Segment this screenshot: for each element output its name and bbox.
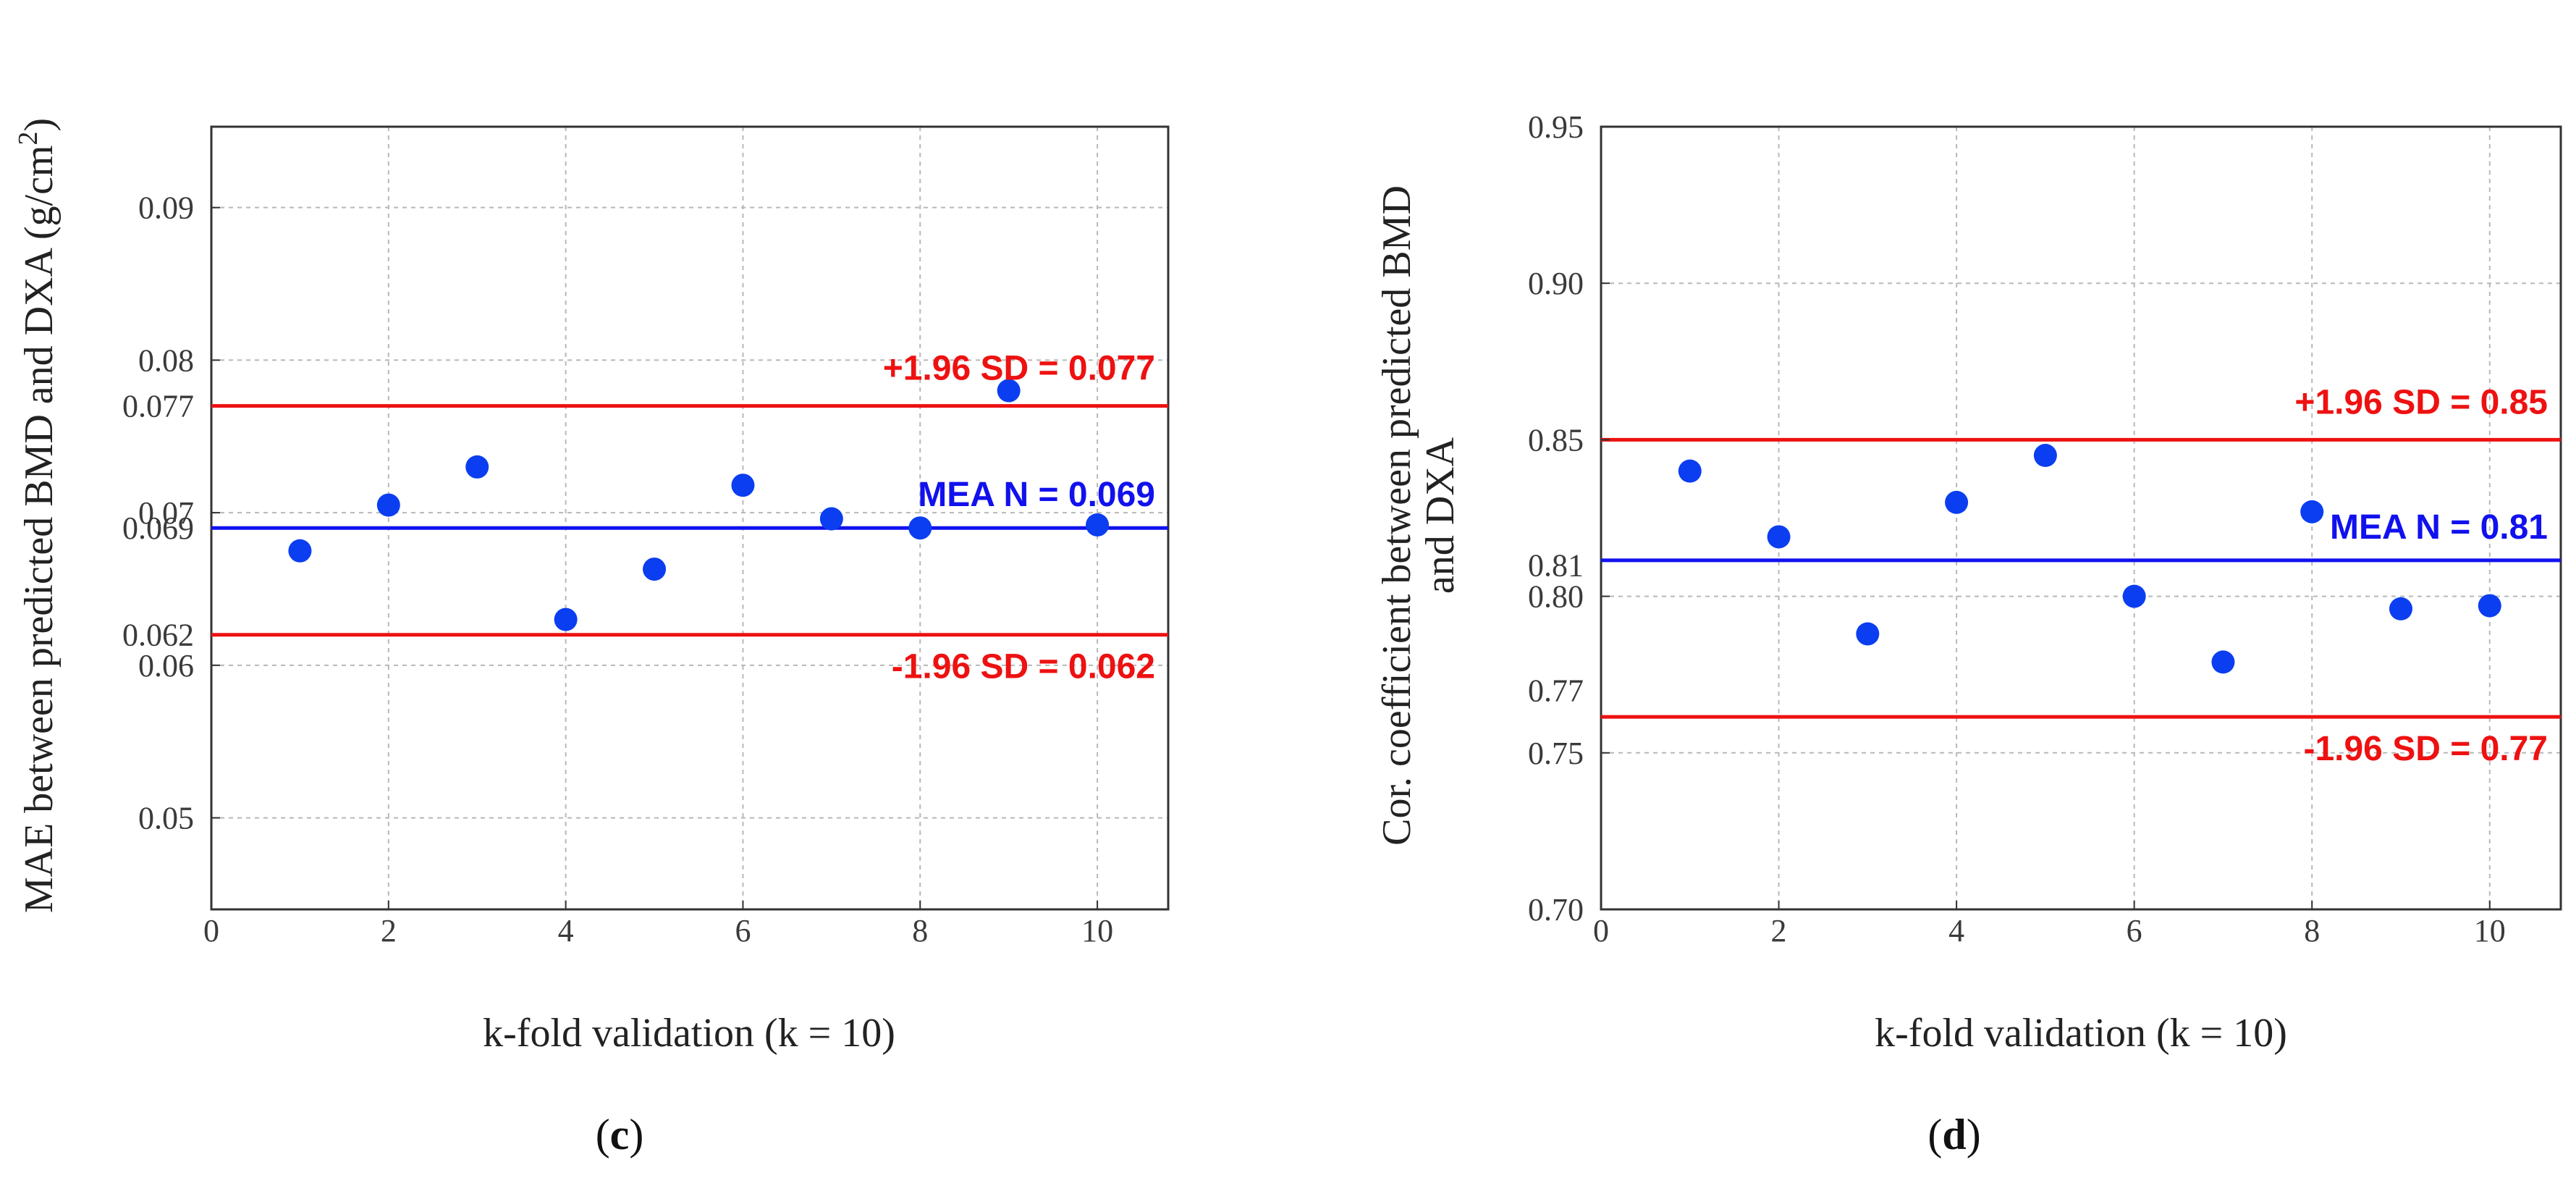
- data-point: [1856, 622, 1880, 646]
- chart-d-y-axis-label-line1: Cor. coefficient between predicted BMD: [1374, 185, 1419, 846]
- chart-d-lower-limit-label: -1.96 SD = 0.77: [2303, 730, 2548, 768]
- y-extra-tick-label: 0.81: [1528, 547, 1584, 583]
- data-point: [2122, 584, 2146, 608]
- chart-c-plot-frame: [210, 125, 1170, 911]
- chart-d-panel-close: ): [1967, 1111, 1981, 1158]
- chart-c-upper-limit-label: +1.96 SD = 0.077: [883, 350, 1155, 388]
- x-tick-label: 8: [912, 913, 928, 948]
- chart-d-tick-labels: 0 2 4 6 8 10 0.70 0.75 0.80 0.85 0.90 0.95 0.81 0.77: [1528, 109, 2506, 948]
- y-extra-tick-label: 0.062: [122, 618, 194, 653]
- y-tick-label: 0.06: [138, 648, 194, 683]
- chart-c-reference-lines: [211, 404, 1168, 637]
- data-point: [819, 507, 843, 531]
- data-point: [376, 493, 400, 517]
- y-tick-label: 0.07: [138, 495, 194, 531]
- chart-c-y-axis-label-superscript: 2: [13, 132, 43, 146]
- chart-d-points: [1678, 444, 2501, 674]
- data-point: [2389, 597, 2412, 620]
- x-tick-label: 6: [2127, 913, 2142, 948]
- data-point: [465, 455, 489, 479]
- data-point: [1767, 525, 1791, 549]
- y-tick-label: 0.90: [1528, 266, 1584, 301]
- y-tick-label: 0.75: [1528, 736, 1584, 771]
- y-tick-label: 0.09: [138, 190, 194, 226]
- y-extra-tick-label: 0.069: [122, 510, 194, 546]
- data-point: [554, 607, 578, 631]
- chart-d-x-axis-label: k-fold validation (k = 10): [1875, 1011, 2287, 1056]
- chart-d: 0 2 4 6 8 100.700.750.800.850.900.950.810.77 …: [1374, 109, 2562, 1158]
- y-tick-label: 0.85: [1528, 422, 1584, 458]
- y-extra-tick-label: 0.077: [122, 389, 194, 424]
- chart-c-x-axis-label: k-fold validation (k = 10): [483, 1011, 895, 1056]
- chart-d-y-axis-label: Cor. coefficient between predicted BMDan…: [1374, 185, 1463, 846]
- data-point: [288, 539, 312, 563]
- data-point: [731, 474, 755, 497]
- chart-c-y-axis-label: MAE between predicted BMD and DXA (g/cm2…: [13, 118, 62, 913]
- data-point: [2211, 650, 2235, 674]
- chart-c-y-axis-label-close: ): [17, 118, 62, 132]
- chart-d-panel-letter: d: [1942, 1111, 1966, 1158]
- y-tick-label: 0.08: [138, 342, 194, 378]
- x-tick-label: 8: [2304, 913, 2320, 948]
- chart-d-plot-frame: [1600, 125, 2562, 911]
- y-extra-tick-label: 0.77: [1528, 673, 1584, 708]
- chart-c-panel-letter: c: [610, 1111, 630, 1158]
- data-point: [2478, 594, 2501, 618]
- x-tick-label: 0: [203, 913, 219, 948]
- data-point: [643, 558, 667, 581]
- chart-c-lower-limit-label: -1.96 SD = 0.062: [892, 648, 1155, 686]
- data-point: [997, 379, 1021, 403]
- chart-d-reference-lines: [1601, 437, 2561, 719]
- x-tick-label: 4: [558, 913, 574, 948]
- x-tick-label: 6: [735, 913, 751, 948]
- chart-c-y-axis-label-main: MAE between predicted BMD and DXA (g/cm: [17, 146, 62, 914]
- y-tick-label: 0.95: [1528, 109, 1584, 145]
- chart-c-panel-label: (c): [596, 1111, 644, 1158]
- x-tick-label: 4: [1948, 913, 1964, 948]
- y-tick-label: 0.80: [1528, 579, 1584, 615]
- chart-c-tick-labels: 0 2 4 6 8 10 0.05 0.06 0.07 0.08 0.09 0.077 0.069 0.0…: [122, 190, 1113, 948]
- chart-d-upper-limit-label: +1.96 SD = 0.85: [2294, 383, 2548, 421]
- y-tick-label: 0.70: [1528, 892, 1584, 927]
- chart-d-panel-open: (: [1927, 1111, 1942, 1158]
- x-tick-label: 2: [381, 913, 397, 948]
- chart-c: 0 2 4 6 8 10 0.05 0.06 0.07 0.08 0.09 0.077 0.069 0.0…: [13, 118, 1170, 1158]
- x-tick-label: 0: [1593, 913, 1609, 948]
- chart-d-mean-label: MEA N = 0.81: [2330, 508, 2548, 547]
- chart-d-y-axis-label-line2: and DXA: [1418, 437, 1463, 594]
- x-tick-label: 2: [1771, 913, 1787, 948]
- data-point: [1086, 513, 1110, 537]
- chart-c-gridlines: [211, 127, 1168, 909]
- y-tick-label: 0.05: [138, 801, 194, 836]
- chart-c-mean-label: MEA N = 0.069: [918, 476, 1155, 514]
- data-point: [1678, 459, 1702, 483]
- data-point: [908, 516, 932, 540]
- x-tick-label: 10: [1081, 913, 1113, 948]
- chart-c-points: [288, 379, 1110, 631]
- chart-d-panel-label: (d): [1927, 1111, 1980, 1158]
- x-tick-label: 10: [2474, 913, 2506, 948]
- chart-c-panel-open: (: [596, 1111, 610, 1158]
- chart-c-panel-close: ): [629, 1111, 643, 1158]
- data-point: [1945, 490, 1969, 514]
- data-point: [2033, 444, 2057, 468]
- data-point: [2300, 500, 2324, 523]
